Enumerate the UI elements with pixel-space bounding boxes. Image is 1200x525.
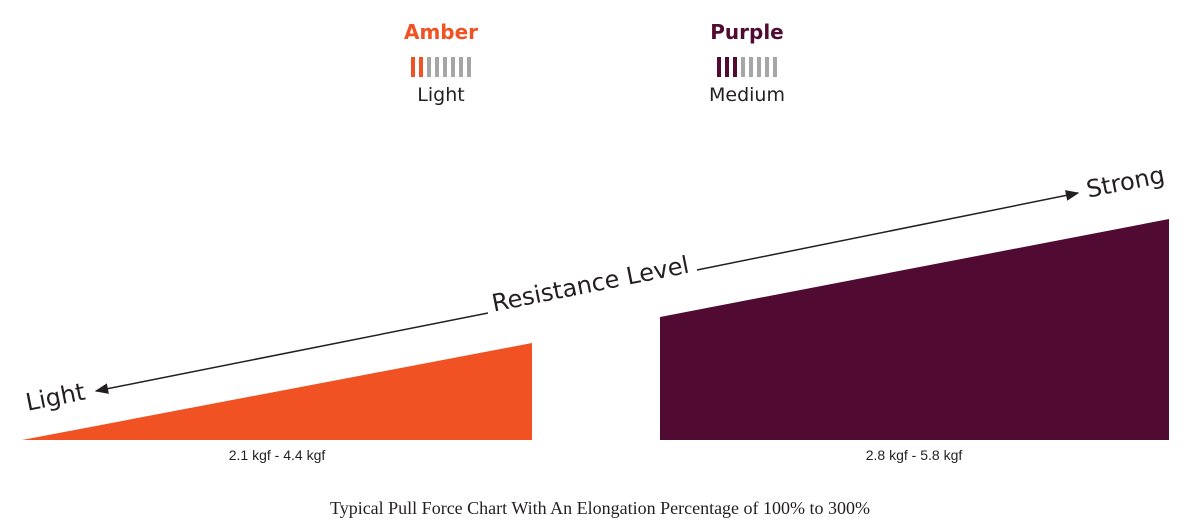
bar-empty — [435, 57, 439, 77]
axis-end-label: Strong — [1084, 161, 1167, 204]
bar-empty — [427, 57, 431, 77]
resistance-bars — [667, 57, 827, 77]
bar-filled — [733, 57, 737, 77]
axis-arrow-right — [696, 190, 1080, 271]
bar-empty — [773, 57, 777, 77]
resistance-bars — [361, 57, 521, 77]
axis-start-label: Light — [23, 378, 87, 417]
wedge-purple — [660, 219, 1169, 440]
band-level: Light — [417, 84, 465, 106]
range-label-purple: 2.8 kgf - 5.8 kgf — [866, 447, 963, 463]
wedge-amber — [22, 343, 532, 440]
chart-caption: Typical Pull Force Chart With An Elongat… — [329, 498, 871, 518]
bar-empty — [749, 57, 753, 77]
band-name: Amber — [403, 20, 479, 44]
bar-empty — [467, 57, 471, 77]
bar-filled — [411, 57, 415, 77]
bar-filled — [717, 57, 721, 77]
axis-arrow-left — [94, 312, 489, 394]
band-amber: Amber Light — [361, 20, 521, 106]
bar-empty — [757, 57, 761, 77]
bar-empty — [443, 57, 447, 77]
bar-empty — [741, 57, 745, 77]
axis-label: Resistance Level — [489, 251, 691, 318]
band-name: Purple — [710, 20, 784, 44]
band-purple: Purple Medium — [667, 20, 827, 106]
band-level: Medium — [709, 84, 785, 106]
bar-filled — [725, 57, 729, 77]
bar-empty — [459, 57, 463, 77]
bar-empty — [451, 57, 455, 77]
bar-filled — [419, 57, 423, 77]
bar-empty — [765, 57, 769, 77]
range-label-amber: 2.1 kgf - 4.4 kgf — [229, 447, 326, 463]
